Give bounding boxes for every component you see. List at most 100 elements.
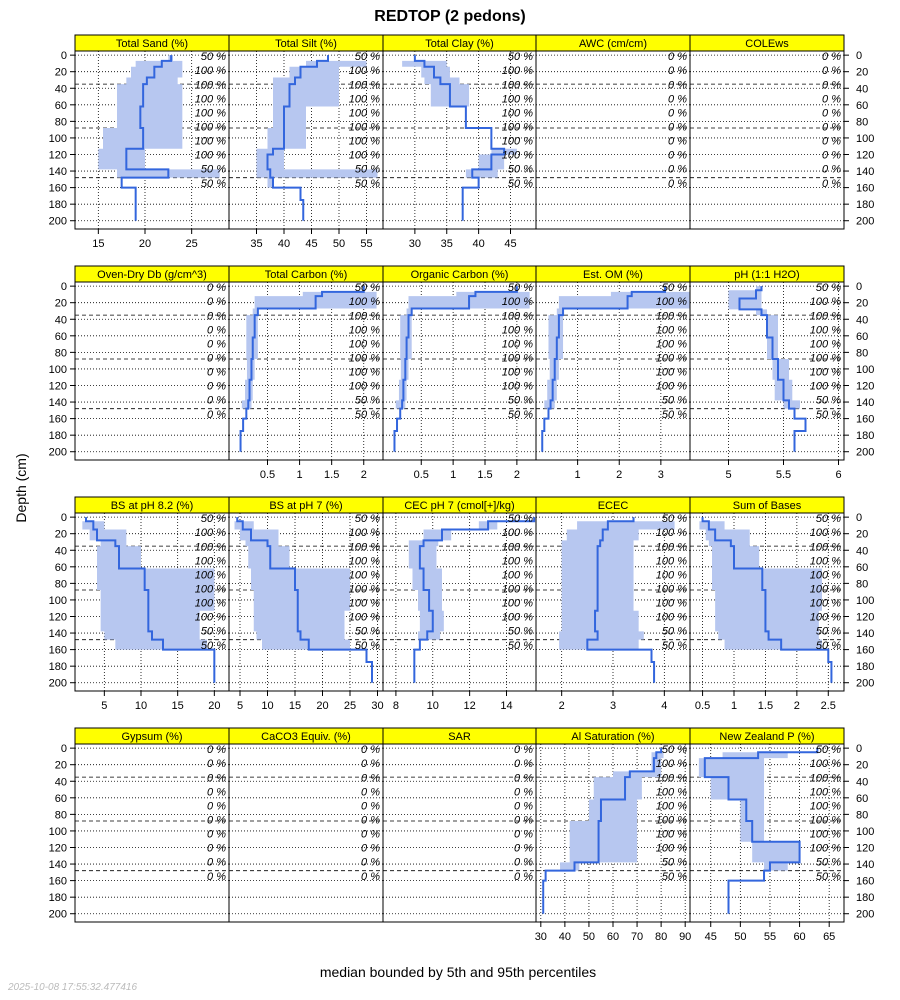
pct-contributing-label: 50 % xyxy=(201,164,226,176)
y-tick-label: 60 xyxy=(55,562,67,574)
y-tick-label: 80 xyxy=(55,347,67,359)
pct-contributing-label: 0 % xyxy=(207,857,226,869)
panel-frame xyxy=(74,281,230,461)
pct-contributing-label: 50 % xyxy=(816,626,841,638)
y-tick-label: 40 xyxy=(856,83,868,95)
pct-contributing-label: 50 % xyxy=(662,395,687,407)
pct-contributing-label: 50 % xyxy=(508,513,533,525)
pct-contributing-label: 100 % xyxy=(810,353,841,365)
percentile-band xyxy=(98,55,220,221)
pct-contributing-label: 0 % xyxy=(361,800,380,812)
y-tick-label: 200 xyxy=(49,909,67,921)
y-tick-label: 40 xyxy=(856,776,868,788)
pct-contributing-label: 100 % xyxy=(502,612,533,624)
y-tick-label: 120 xyxy=(49,611,67,623)
pct-contributing-label: 0 % xyxy=(514,815,533,827)
pct-contributing-label: 100 % xyxy=(656,829,687,841)
pct-contributing-label: 100 % xyxy=(656,324,687,336)
x-tick-label: 10 xyxy=(135,700,147,712)
y-tick-label: 160 xyxy=(49,414,67,426)
pct-contributing-label: 0 % xyxy=(361,857,380,869)
x-tick-label: 14 xyxy=(500,700,512,712)
pct-contributing-label: 50 % xyxy=(201,626,226,638)
pct-contributing-label: 0 % xyxy=(514,758,533,770)
y-tick-label: 80 xyxy=(55,578,67,590)
y-tick-label: 60 xyxy=(55,100,67,112)
pct-contributing-label: 100 % xyxy=(195,65,226,77)
y-tick-label: 180 xyxy=(856,430,874,442)
pct-contributing-label: 0 % xyxy=(361,758,380,770)
pct-contributing-label: 100 % xyxy=(502,136,533,148)
panel-14: Sum of Bases 50 % 100 % 100 % 100 % 100 % 100 … xyxy=(689,496,874,712)
y-tick-label: 20 xyxy=(856,529,868,541)
x-tick-label: 55 xyxy=(360,238,372,250)
panel-title: Organic Carbon (%) xyxy=(411,269,509,281)
y-tick-label: 180 xyxy=(856,892,874,904)
y-tick-label: 140 xyxy=(49,859,67,871)
panel-frame xyxy=(689,512,845,692)
panel-9: pH (1:1 H2O) 50 % 100 % 100 % 100 % 100 % 100 … xyxy=(689,265,874,481)
pct-contributing-label: 0 % xyxy=(207,409,226,421)
pct-contributing-label: 0 % xyxy=(207,310,226,322)
panel-frame xyxy=(228,743,384,923)
pct-contributing-label: 100 % xyxy=(656,584,687,596)
y-tick-label: 160 xyxy=(856,414,874,426)
pct-contributing-label: 100 % xyxy=(349,310,380,322)
pct-contributing-label: 0 % xyxy=(668,107,687,119)
x-axis-title: median bounded by 5th and 95th percentil… xyxy=(320,964,596,980)
median-line xyxy=(236,517,373,683)
pct-contributing-label: 50 % xyxy=(508,178,533,190)
panel-title: CaCO3 Equiv. (%) xyxy=(261,731,351,743)
pct-contributing-label: 100 % xyxy=(656,772,687,784)
pct-contributing-label: 50 % xyxy=(816,409,841,421)
pct-contributing-label: 0 % xyxy=(668,51,687,63)
pct-contributing-label: 100 % xyxy=(810,555,841,567)
pct-contributing-label: 50 % xyxy=(662,513,687,525)
pct-contributing-label: 50 % xyxy=(508,51,533,63)
pct-contributing-label: 0 % xyxy=(207,758,226,770)
pct-contributing-label: 100 % xyxy=(810,786,841,798)
pct-contributing-label: 0 % xyxy=(207,395,226,407)
pct-contributing-label: 100 % xyxy=(810,381,841,393)
pct-contributing-label: 0 % xyxy=(668,93,687,105)
percentile-band xyxy=(394,286,530,452)
y-tick-label: 0 xyxy=(61,512,67,524)
y-tick-label: 20 xyxy=(856,67,868,79)
timestamp: 2025-10-08 17:55:32.477416 xyxy=(7,982,137,993)
pct-contributing-label: 0 % xyxy=(361,786,380,798)
pct-contributing-label: 0 % xyxy=(514,800,533,812)
pct-contributing-label: 100 % xyxy=(195,598,226,610)
pct-contributing-label: 100 % xyxy=(810,324,841,336)
y-tick-label: 120 xyxy=(49,149,67,161)
pct-contributing-label: 0 % xyxy=(207,282,226,294)
panel-16: CaCO3 Equiv. (%) 0 % 0 % 0 % 0 % 0 % 0 % 0 % 0 %… xyxy=(228,727,384,923)
pct-contributing-label: 100 % xyxy=(502,527,533,539)
percentile-band xyxy=(728,286,806,452)
panel-title: Est. OM (%) xyxy=(583,269,643,281)
pct-contributing-label: 50 % xyxy=(662,744,687,756)
y-tick-label: 120 xyxy=(856,149,874,161)
pct-contributing-label: 100 % xyxy=(656,381,687,393)
pct-contributing-label: 0 % xyxy=(514,843,533,855)
pct-contributing-label: 50 % xyxy=(201,51,226,63)
pct-contributing-label: 0 % xyxy=(514,829,533,841)
pct-contributing-label: 100 % xyxy=(810,584,841,596)
x-tick-label: 45 xyxy=(305,238,317,250)
x-tick-label: 50 xyxy=(583,931,595,943)
percentile-band xyxy=(256,55,378,221)
x-tick-label: 30 xyxy=(371,700,383,712)
pct-contributing-label: 50 % xyxy=(816,744,841,756)
panel-title: COLEws xyxy=(745,38,789,50)
panel-title: Total Silt (%) xyxy=(275,38,337,50)
x-tick-label: 1 xyxy=(450,469,456,481)
panel-4: COLEws 0 % 0 % 0 % 0 % 0 % 0 % 0 % 0 % 0 % 0 % 0 20 4… xyxy=(689,34,874,230)
median-line xyxy=(703,748,819,914)
pct-contributing-label: 50 % xyxy=(201,178,226,190)
y-tick-label: 160 xyxy=(49,183,67,195)
x-tick-label: 1.5 xyxy=(477,469,492,481)
y-tick-label: 200 xyxy=(49,216,67,228)
pct-contributing-label: 100 % xyxy=(656,527,687,539)
y-tick-label: 80 xyxy=(856,116,868,128)
x-tick-label: 40 xyxy=(473,238,485,250)
pct-contributing-label: 100 % xyxy=(810,541,841,553)
